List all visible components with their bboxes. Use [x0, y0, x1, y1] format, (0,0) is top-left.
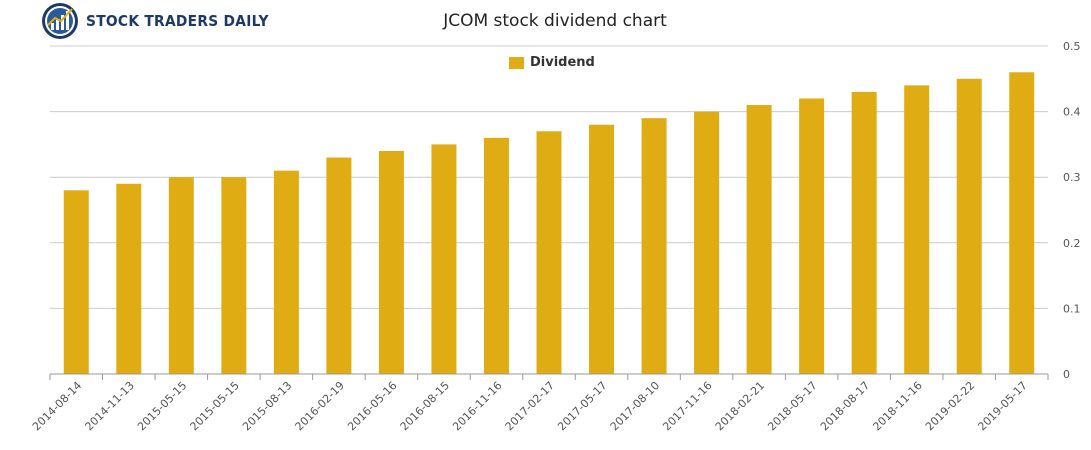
- bar: [221, 177, 247, 374]
- bars: [63, 72, 1035, 375]
- x-tick-label: 2019-05-17: [975, 379, 1029, 433]
- x-tick-label: 2017-02-17: [503, 379, 557, 433]
- brand-name: STOCK TRADERS DAILY: [86, 12, 269, 30]
- bar: [536, 131, 562, 374]
- bar: [746, 105, 772, 374]
- chart-globe-logo-icon: [42, 3, 78, 39]
- bar: [116, 183, 142, 374]
- x-tick-label: 2015-08-13: [240, 379, 294, 433]
- x-tick-label: 2016-02-19: [293, 379, 347, 433]
- bar: [1009, 72, 1035, 375]
- bar: [63, 190, 89, 374]
- x-tick-label: 2014-08-14: [30, 379, 84, 433]
- x-tick-label: 2016-05-16: [345, 379, 399, 433]
- y-tick-label: 0.1: [1063, 302, 1081, 315]
- x-tick-label: 2017-11-16: [660, 379, 714, 433]
- x-tick-label: 2018-02-21: [713, 379, 767, 433]
- legend-swatch: [509, 56, 524, 69]
- bar: [431, 144, 457, 374]
- bar: [589, 124, 615, 374]
- y-tick-label: 0.3: [1063, 171, 1081, 184]
- y-axis-ticks: 0 0.1 0.2 0.3 0.4 0.5: [1063, 40, 1081, 381]
- x-tick-label: 2015-05-15: [135, 379, 189, 433]
- bar: [378, 150, 404, 374]
- x-tick-label: 2019-02-22: [923, 379, 977, 433]
- x-axis: [49, 373, 1049, 380]
- y-tick-label: 0.4: [1063, 106, 1081, 119]
- x-tick-label: 2017-08-10: [608, 379, 662, 433]
- y-tick-label: 0.2: [1063, 237, 1081, 250]
- bar: [851, 91, 877, 375]
- x-tick-label: 2015-05-15: [188, 379, 242, 433]
- bar: [483, 137, 509, 374]
- x-tick-label: 2018-11-16: [870, 379, 924, 433]
- bar: [273, 170, 299, 374]
- chart-legend[interactable]: Dividend: [509, 55, 595, 70]
- x-tick-label: 2018-05-17: [765, 379, 819, 433]
- bar: [168, 177, 194, 374]
- x-tick-label: 2014-11-13: [83, 379, 137, 433]
- x-tick-label: 2017-05-17: [555, 379, 609, 433]
- y-tick-label: 0.5: [1063, 40, 1081, 53]
- bar: [694, 111, 720, 374]
- bar: [326, 157, 352, 374]
- x-tick-label: 2016-08-15: [398, 379, 452, 433]
- legend-label: Dividend: [530, 55, 595, 70]
- x-tick-label: 2018-08-17: [818, 379, 872, 433]
- bar: [956, 78, 982, 375]
- bar: [641, 118, 667, 374]
- y-tick-label: 0: [1063, 368, 1070, 381]
- bar: [799, 98, 825, 374]
- brand-logo[interactable]: STOCK TRADERS DAILY: [40, 1, 285, 41]
- bar: [904, 85, 930, 375]
- x-axis-tick-labels: 2014-08-142014-11-132015-05-152015-05-15…: [30, 379, 1030, 433]
- x-tick-label: 2016-11-16: [450, 379, 504, 433]
- chart-title: JCOM stock dividend chart: [443, 11, 667, 31]
